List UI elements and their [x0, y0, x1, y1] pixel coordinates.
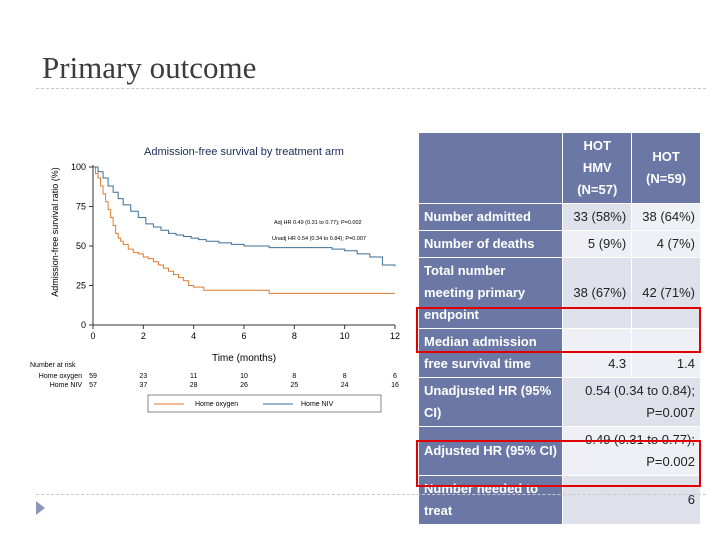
risk-value: 37	[139, 382, 147, 389]
risk-value: 16	[391, 382, 399, 389]
title-divider	[36, 88, 706, 89]
risk-value: 26	[240, 382, 248, 389]
series-line-home-oxygen	[93, 166, 395, 294]
row-label: Median admission free survival time	[417, 328, 564, 378]
y-tick-label: 25	[76, 281, 86, 291]
risk-value: 8	[292, 373, 296, 380]
annotation-unadjusted-hr: Unadj HR 0.54 (0.34 to 0.84); P=0.007	[272, 236, 366, 242]
y-tick-label: 100	[71, 162, 86, 172]
risk-value: 8	[343, 373, 347, 380]
risk-value: 10	[240, 373, 248, 380]
cell-merged: 6	[562, 475, 701, 525]
cell-hot: 1.4	[631, 328, 701, 378]
risk-value: 28	[190, 382, 198, 389]
y-tick-label: 50	[76, 241, 86, 251]
table-header-blank	[417, 132, 564, 204]
table-header-hot: HOT (N=59)	[631, 132, 701, 204]
highlight-median-survival	[416, 307, 701, 353]
highlight-number-needed	[416, 440, 701, 487]
x-tick-label: 0	[90, 331, 95, 341]
annotation-adjusted-hr: Adj HR 0.49 (0.31 to 0.77); P=0.002	[274, 220, 362, 226]
x-tick-label: 4	[191, 331, 196, 341]
x-tick-label: 2	[141, 331, 146, 341]
risk-value: 24	[341, 382, 349, 389]
risk-table-label: Number at risk	[30, 362, 76, 369]
row-label: Number admitted	[417, 203, 564, 231]
risk-value: 11	[190, 373, 197, 380]
risk-value: 25	[290, 382, 298, 389]
chart-title: Admission-free survival by treatment arm	[144, 146, 344, 158]
km-chart: Admission-free survival by treatment arm…	[30, 137, 407, 415]
risk-row-label-oxygen: Home oxygen	[39, 373, 82, 380]
risk-value: 23	[139, 373, 147, 380]
series-line-home-niv	[93, 166, 396, 267]
risk-value: 59	[89, 373, 97, 380]
row-label: Unadjusted HR (95% CI)	[417, 377, 564, 427]
table-header-hmv: HOT HMV (N=57)	[562, 132, 633, 204]
cell-merged: 0.49 (0.31 to 0.77); P=0.002	[562, 426, 701, 476]
x-tick-label: 8	[292, 331, 297, 341]
risk-row-label-niv: Home NIV	[50, 382, 83, 389]
row-label: Total number meeting primary endpoint	[417, 257, 564, 329]
nav-arrow-icon[interactable]	[36, 501, 45, 515]
km-chart-svg: Admission-free survival by treatment arm…	[30, 146, 400, 413]
risk-value: 57	[89, 382, 97, 389]
x-tick-label: 10	[340, 331, 350, 341]
y-axis-label: Admission-free survival ratio (%)	[50, 167, 60, 297]
footer-divider	[36, 494, 706, 495]
results-table: HOT HMV (N=57) HOT (N=59) Number admitte…	[417, 132, 701, 525]
legend-label-niv: Home NIV	[301, 401, 334, 408]
y-tick-label: 0	[81, 320, 86, 330]
x-axis-label: Time (months)	[212, 353, 276, 364]
y-tick-label: 75	[76, 202, 86, 212]
legend-label-oxygen: Home oxygen	[195, 401, 238, 408]
cell-hot: 4 (7%)	[631, 230, 701, 258]
x-tick-label: 6	[241, 331, 246, 341]
x-tick-label: 12	[390, 331, 400, 341]
cell-hot: 42 (71%)	[631, 257, 701, 329]
risk-value: 6	[393, 373, 397, 380]
slide-title: Primary outcome	[42, 50, 257, 85]
cell-hmv: 5 (9%)	[562, 230, 633, 258]
cell-merged: 0.54 (0.34 to 0.84); P=0.007	[562, 377, 701, 427]
row-label: Number needed to treat	[417, 475, 564, 525]
cell-hmv: 33 (58%)	[562, 203, 633, 231]
row-label: Number of deaths	[417, 230, 564, 258]
cell-hot: 38 (64%)	[631, 203, 701, 231]
